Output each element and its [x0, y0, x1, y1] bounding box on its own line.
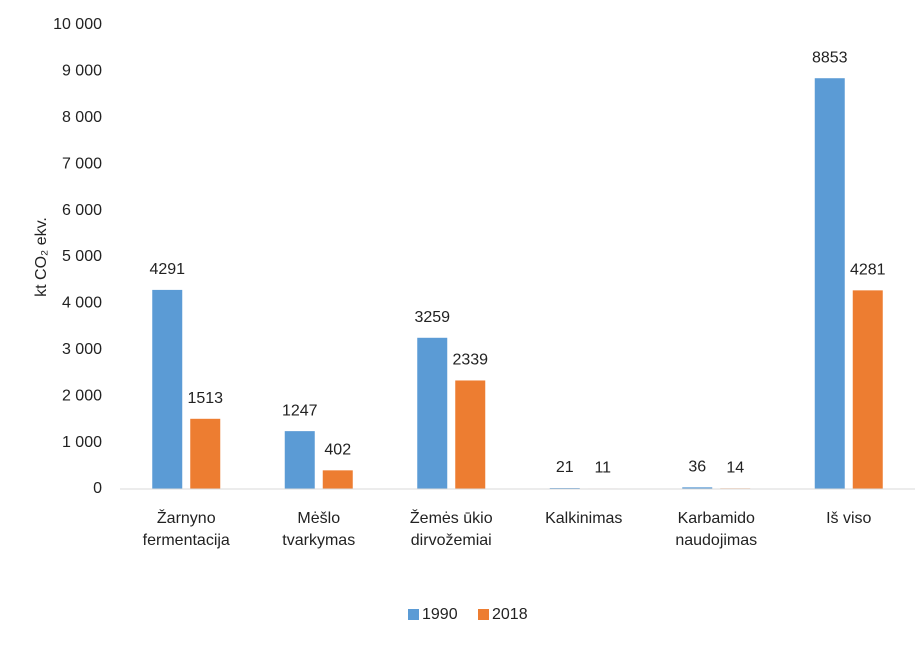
legend-label: 1990: [422, 606, 458, 623]
value-label: 1247: [282, 402, 318, 419]
bar: [455, 380, 486, 489]
value-label: 8853: [812, 49, 848, 66]
value-label: 402: [324, 442, 351, 459]
y-axis-label: kt CO₂ ekv.: [33, 217, 50, 297]
value-label: 4281: [850, 262, 886, 279]
legend-swatch: [408, 609, 419, 620]
bar: [190, 418, 221, 489]
x-tick-label: Kalkinimas: [545, 510, 622, 527]
value-label: 1513: [187, 390, 223, 407]
value-label: 2339: [452, 352, 488, 369]
y-tick-label: 8 000: [62, 109, 102, 126]
y-tick-label: 2 000: [62, 387, 102, 404]
x-tick-label: Karbamido naudojimas: [675, 510, 757, 549]
y-tick-label: 6 000: [62, 202, 102, 219]
y-tick-label: 7 000: [62, 155, 102, 172]
y-tick-label: 4 000: [62, 295, 102, 312]
bar: [152, 289, 183, 489]
x-tick-label: Žarnyno fermentacija: [143, 508, 230, 549]
bar: [852, 290, 883, 489]
value-label: 3259: [414, 309, 450, 326]
y-tick-label: 1 000: [62, 434, 102, 451]
x-tick-label: Iš viso: [826, 510, 871, 527]
bar: [682, 487, 713, 489]
value-label: 36: [688, 459, 706, 476]
x-tick-label: Mėšlo tvarkymas: [282, 510, 355, 549]
legend-swatch: [478, 609, 489, 620]
y-tick-label: 9 000: [62, 63, 102, 80]
bar: [284, 431, 315, 489]
y-tick-label: 5 000: [62, 248, 102, 265]
y-tick-label: 0: [93, 480, 102, 497]
bar: [814, 78, 845, 490]
x-tick-label: Žemės ūkio dirvožemiai: [410, 508, 493, 549]
value-label: 11: [594, 460, 611, 477]
bar: [417, 337, 448, 489]
bar: [322, 470, 353, 489]
legend-label: 2018: [492, 606, 528, 623]
value-label: 14: [726, 460, 744, 477]
y-tick-label: 3 000: [62, 341, 102, 358]
y-tick-label: 10 000: [53, 16, 102, 33]
value-label: 21: [556, 459, 574, 476]
value-label: 4291: [149, 261, 185, 278]
